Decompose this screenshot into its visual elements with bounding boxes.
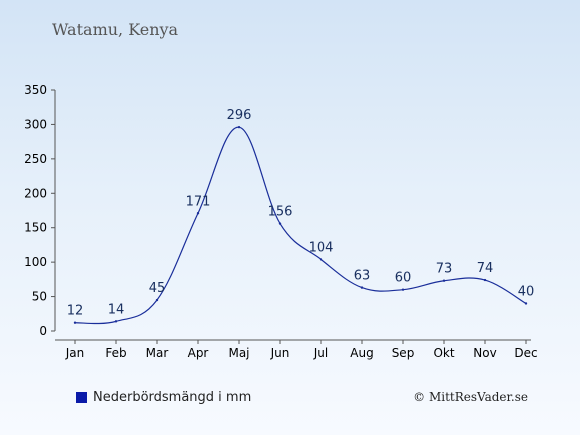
x-tick-label: Feb xyxy=(105,346,126,360)
y-tick-label: 350 xyxy=(24,83,47,97)
data-label: 14 xyxy=(108,302,125,317)
data-point xyxy=(278,222,282,225)
x-tick-label: Apr xyxy=(188,346,209,360)
legend-swatch xyxy=(76,392,87,403)
x-tick-label: Sep xyxy=(392,346,415,360)
x-tick-label: Jul xyxy=(313,346,328,360)
data-labels: 12 14 45 171 296 156 104 63 60 73 74 40 xyxy=(67,108,535,319)
x-tick-label: Mar xyxy=(146,346,169,360)
precipitation-line xyxy=(74,126,527,325)
data-label: 12 xyxy=(67,304,84,319)
y-tick-label: 0 xyxy=(39,324,47,338)
y-tick-label: 300 xyxy=(24,117,47,131)
data-point xyxy=(319,258,323,261)
data-label: 296 xyxy=(227,108,252,123)
data-label: 73 xyxy=(436,262,453,277)
tick-labels: 0 50 100 150 200 250 300 350 Jan Feb Mar Apr Maj Jun J… xyxy=(24,83,538,360)
x-tick-label: Jun xyxy=(270,346,290,360)
data-label: 104 xyxy=(309,240,334,255)
data-point xyxy=(114,320,118,323)
x-tick-label: Jan xyxy=(65,346,85,360)
data-label: 74 xyxy=(477,261,494,276)
data-point xyxy=(483,278,487,282)
legend-label: Nederbördsmängd i mm xyxy=(93,390,252,405)
x-tick-label: Okt xyxy=(433,346,454,360)
data-label: 171 xyxy=(186,194,211,209)
data-label: 45 xyxy=(149,281,166,296)
axes xyxy=(51,89,531,344)
x-tick-label: Aug xyxy=(350,346,373,360)
x-tick-label: Dec xyxy=(514,346,537,360)
series xyxy=(73,125,528,325)
data-label: 60 xyxy=(395,271,412,286)
data-point xyxy=(155,298,159,302)
y-tick-label: 150 xyxy=(24,221,47,235)
x-tick-label: Maj xyxy=(228,346,249,360)
x-tick-label: Nov xyxy=(473,346,496,360)
data-point xyxy=(524,302,528,305)
data-point xyxy=(237,125,241,129)
data-label: 156 xyxy=(268,205,293,220)
y-tick-label: 100 xyxy=(24,255,47,269)
y-tick-label: 250 xyxy=(24,152,47,166)
data-point xyxy=(442,279,446,282)
data-point xyxy=(401,288,405,291)
legend: Nederbördsmängd i mm xyxy=(76,390,251,405)
data-label: 40 xyxy=(518,284,535,299)
copyright-text: © MittResVader.se xyxy=(413,390,528,404)
y-tick-label: 200 xyxy=(24,186,47,200)
y-tick-label: 50 xyxy=(32,290,47,304)
data-point xyxy=(196,212,200,215)
data-point xyxy=(360,286,364,289)
chart-location-title: Watamu, Kenya xyxy=(52,20,179,39)
data-label: 63 xyxy=(354,269,371,284)
data-point xyxy=(73,321,77,324)
